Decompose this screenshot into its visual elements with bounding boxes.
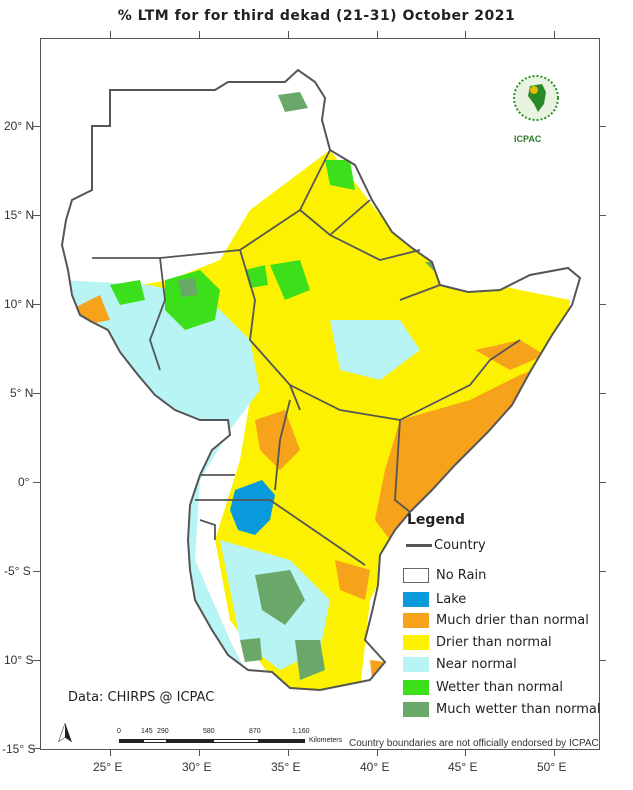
lon-label: 50° E xyxy=(537,760,567,774)
legend-item-much-wetter: Much wetter than normal xyxy=(403,702,601,717)
swatch-icon xyxy=(403,613,429,628)
lat-label: -5° S xyxy=(4,564,31,578)
swatch-icon xyxy=(403,680,429,695)
legend-item-near-normal: Near normal xyxy=(403,657,517,672)
logo-text: ICPAC xyxy=(514,134,542,144)
legend-item-wetter: Wetter than normal xyxy=(403,680,563,695)
lat-label: -15° S xyxy=(2,742,36,756)
north-arrow-icon xyxy=(58,723,72,743)
swatch-icon xyxy=(403,702,429,717)
lat-label: 5° N xyxy=(10,386,34,400)
map-title: % LTM for for third dekad (21-31) Octobe… xyxy=(117,8,516,24)
legend-item-lake: Lake xyxy=(403,592,466,607)
lon-label: 30° E xyxy=(182,760,212,774)
lat-label: 0° xyxy=(18,475,30,489)
legend-country-label: Country xyxy=(434,538,486,553)
lat-label: 15° N xyxy=(4,208,35,222)
lon-label: 45° E xyxy=(448,760,478,774)
country-line-icon xyxy=(406,544,432,547)
lon-label: 35° E xyxy=(271,760,301,774)
lat-label: 20° N xyxy=(4,119,35,133)
legend-item-much-drier: Much drier than normal xyxy=(403,613,589,628)
legend-item-no-rain: No Rain xyxy=(403,568,486,583)
icpac-logo xyxy=(513,75,559,121)
swatch-icon xyxy=(403,657,429,672)
lat-label: 10° N xyxy=(4,297,35,311)
legend-item-drier: Drier than normal xyxy=(403,635,552,650)
lon-label: 25° E xyxy=(93,760,123,774)
legend-country: Country xyxy=(406,538,486,553)
swatch-icon xyxy=(403,592,429,607)
disclaimer: Country boundaries are not officially en… xyxy=(349,738,599,749)
lon-label: 40° E xyxy=(360,760,390,774)
legend-title: Legend xyxy=(407,512,465,528)
swatch-icon xyxy=(403,568,429,583)
data-source: Data: CHIRPS @ ICPAC xyxy=(68,690,215,705)
swatch-icon xyxy=(403,635,429,650)
lat-label: 10° S xyxy=(4,653,34,667)
